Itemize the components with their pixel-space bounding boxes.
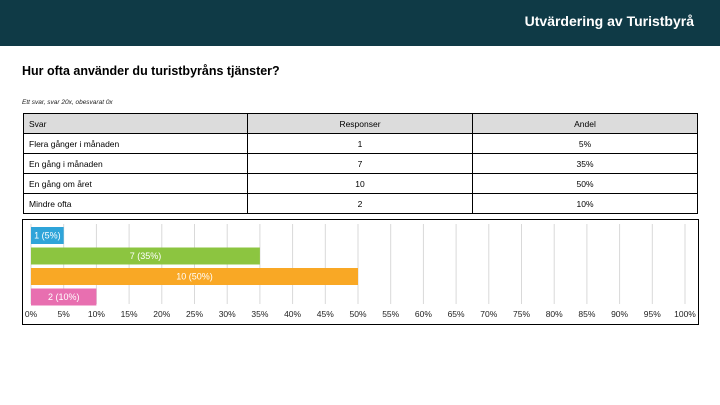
row-label: En gång om året — [23, 173, 248, 194]
row-count: 1 — [247, 133, 473, 154]
response-meta: Ett svar, svar 20x, obesvarat 0x — [22, 99, 113, 106]
column-header-responser: Responser — [247, 113, 473, 134]
column-header-andel: Andel — [472, 113, 698, 134]
row-label: Flera gånger i månaden — [23, 133, 248, 154]
x-tick-label: 75% — [513, 309, 530, 319]
x-tick-label: 85% — [578, 309, 595, 319]
bar-data-label: 2 (10%) — [48, 292, 80, 302]
x-tick-label: 95% — [644, 309, 661, 319]
x-tick-label: 45% — [317, 309, 334, 319]
x-tick-label: 70% — [480, 309, 497, 319]
question-title: Hur ofta använder du turistbyråns tjänst… — [22, 64, 280, 78]
x-tick-label: 55% — [382, 309, 399, 319]
x-tick-label: 50% — [349, 309, 366, 319]
results-table: Svar Responser Andel Flera gånger i måna… — [23, 113, 698, 214]
x-tick-label: 80% — [546, 309, 563, 319]
x-tick-label: 25% — [186, 309, 203, 319]
header-title: Utvärdering av Turistbyrå — [524, 13, 694, 29]
table-row: Flera gånger i månaden 1 5% — [23, 133, 698, 154]
row-count: 2 — [247, 193, 473, 214]
x-tick-label: 40% — [284, 309, 301, 319]
table-header-row: Svar Responser Andel — [23, 113, 698, 134]
table-row: En gång om året 10 50% — [23, 173, 698, 194]
bar — [31, 288, 97, 306]
row-count: 7 — [247, 153, 473, 174]
bar — [31, 268, 358, 285]
header-bar: Utvärdering av Turistbyrå — [0, 0, 720, 46]
row-label: En gång i månaden — [23, 153, 248, 174]
bar-chart-svg: 0% 5% 10% 15% 20% 25% 30% 35% 40% 45% 50% 55% 60% 65%… — [25, 224, 696, 319]
x-tick-label: 30% — [219, 309, 236, 319]
x-tick-label: 60% — [415, 309, 432, 319]
bar — [31, 227, 64, 244]
x-tick-label: 0% — [25, 309, 38, 319]
bar-data-label: 10 (50%) — [176, 272, 213, 282]
row-share: 35% — [472, 153, 698, 174]
row-share: 5% — [472, 133, 698, 154]
x-tick-label: 15% — [121, 309, 138, 319]
bar-data-label: 1 (5%) — [34, 231, 61, 241]
bar-chart: 0% 5% 10% 15% 20% 25% 30% 35% 40% 45% 50% 55% 60% 65%… — [22, 219, 699, 325]
row-count: 10 — [247, 173, 473, 194]
x-tick-label: 90% — [611, 309, 628, 319]
table-row: En gång i månaden 7 35% — [23, 153, 698, 174]
x-tick-label: 5% — [58, 309, 71, 319]
x-tick-label: 100% — [674, 309, 696, 319]
row-label: Mindre ofta — [23, 193, 248, 214]
x-tick-label: 35% — [251, 309, 268, 319]
x-tick-label: 65% — [448, 309, 465, 319]
table-row: Mindre ofta 2 10% — [23, 193, 698, 214]
bar — [31, 247, 260, 265]
row-share: 50% — [472, 173, 698, 194]
column-header-svar: Svar — [23, 113, 248, 134]
bar-data-label: 7 (35%) — [130, 251, 162, 261]
x-tick-label: 20% — [153, 309, 170, 319]
x-tick-label: 10% — [88, 309, 105, 319]
row-share: 10% — [472, 193, 698, 214]
